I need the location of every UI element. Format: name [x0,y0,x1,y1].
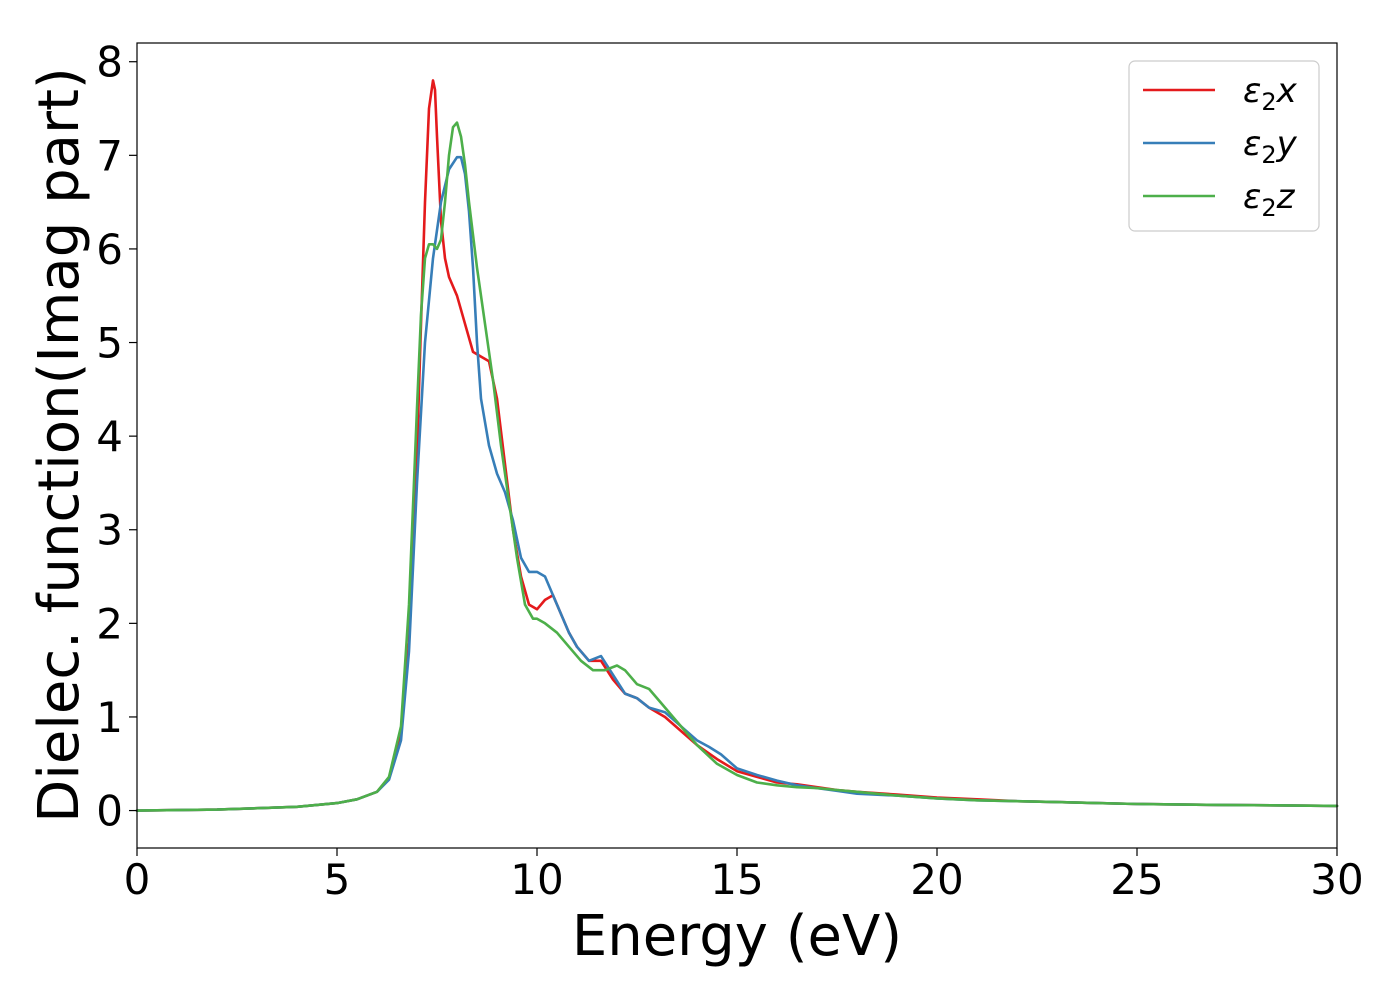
legend-label-1: ε2x [1243,71,1298,116]
legend-label-2: ε2y [1243,124,1298,169]
x-tick-label: 30 [1310,855,1363,904]
series-line-2 [135,155,1339,812]
legend: ε2x ε2y ε2z [1128,60,1320,232]
x-axis-ticks: 0 5 10 15 20 25 30 [124,848,1364,904]
y-tick-label: 5 [96,319,123,368]
y-tick-label: 6 [96,225,123,274]
y-tick-label: 8 [96,38,123,87]
x-tick-label: 10 [510,855,563,904]
y-axis-ticks: 0 1 2 3 4 5 6 7 8 [96,38,137,836]
y-tick-label: 7 [96,131,123,180]
x-tick-label: 0 [124,855,151,904]
x-tick-label: 15 [710,855,763,904]
y-tick-label: 2 [96,599,123,648]
legend-label-3: ε2z [1243,177,1296,222]
x-axis-label: Energy (eV) [572,904,902,969]
y-axis-label: Dielec. function(Imag part) [27,67,92,823]
y-tick-label: 4 [96,412,123,461]
x-tick-label: 5 [324,855,351,904]
y-tick-label: 1 [96,693,123,742]
x-tick-label: 20 [910,855,963,904]
legend-box [1128,60,1320,232]
series-layer [135,79,1339,812]
x-tick-label: 25 [1110,855,1163,904]
series-line-3 [135,121,1339,812]
y-tick-label: 0 [96,787,123,836]
y-tick-label: 3 [96,506,123,555]
